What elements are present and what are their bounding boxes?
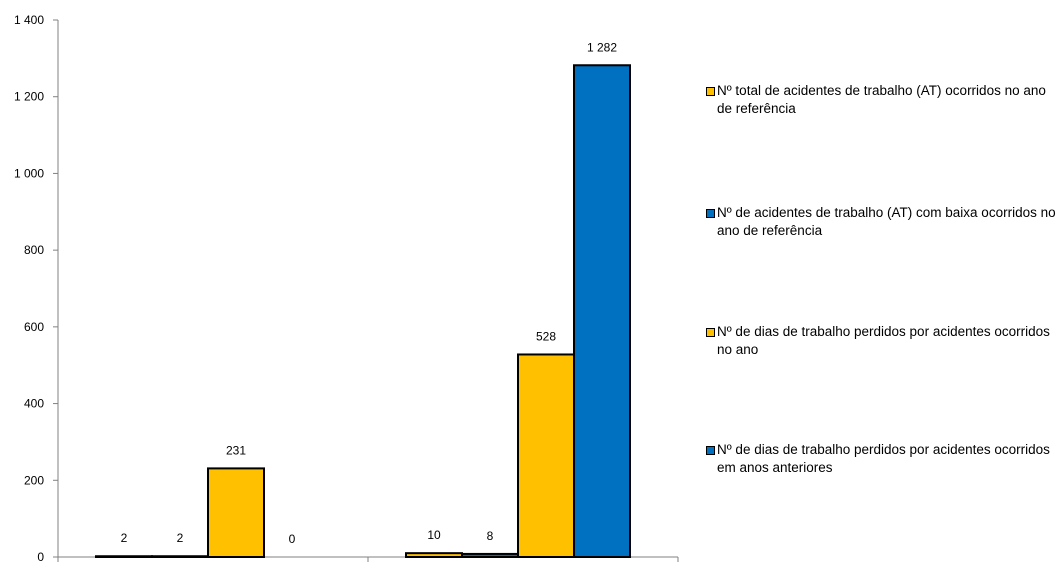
- data-label: 2: [121, 531, 128, 545]
- data-label: 231: [226, 443, 246, 457]
- data-label: 1 282: [587, 40, 617, 54]
- data-label: 8: [487, 529, 494, 543]
- legend-item-1: Nº total de acidentes de trabalho (AT) o…: [706, 82, 1056, 118]
- y-tick-label: 600: [24, 320, 44, 334]
- bar: [405, 552, 463, 559]
- bar: [461, 552, 519, 559]
- legend-item-2: Nº de acidentes de trabalho (AT) com bai…: [706, 204, 1056, 240]
- legend-label-2: Nº de acidentes de trabalho (AT) com bai…: [717, 205, 1056, 238]
- data-label: 2: [177, 531, 184, 545]
- data-label: 0: [289, 532, 296, 546]
- bar: [573, 64, 631, 559]
- y-tick-label: 1 400: [14, 13, 44, 27]
- legend-label-3: Nº de dias de trabalho perdidos por acid…: [717, 324, 1050, 357]
- bar: [207, 467, 265, 558]
- bar: [151, 555, 209, 558]
- bar: [95, 555, 153, 558]
- legend-swatch-1: [706, 87, 715, 96]
- data-label: 528: [536, 329, 556, 343]
- legend-swatch-4: [706, 446, 715, 455]
- y-tick-label: 200: [24, 473, 44, 487]
- data-label: 10: [427, 528, 441, 542]
- y-tick-label: 400: [24, 397, 44, 411]
- legend-label-1: Nº total de acidentes de trabalho (AT) o…: [717, 83, 1046, 116]
- legend-label-4: Nº de dias de trabalho perdidos por acid…: [717, 442, 1050, 475]
- y-tick-label: 800: [24, 243, 44, 257]
- y-tick-label: 1 000: [14, 166, 44, 180]
- legend-item-3: Nº de dias de trabalho perdidos por acid…: [706, 323, 1056, 359]
- legend-item-4: Nº de dias de trabalho perdidos por acid…: [706, 441, 1056, 477]
- y-tick-label: 0: [37, 550, 44, 563]
- bar: [517, 353, 575, 558]
- legend-swatch-3: [706, 328, 715, 337]
- legend-swatch-2: [706, 209, 715, 218]
- y-tick-label: 1 200: [14, 90, 44, 104]
